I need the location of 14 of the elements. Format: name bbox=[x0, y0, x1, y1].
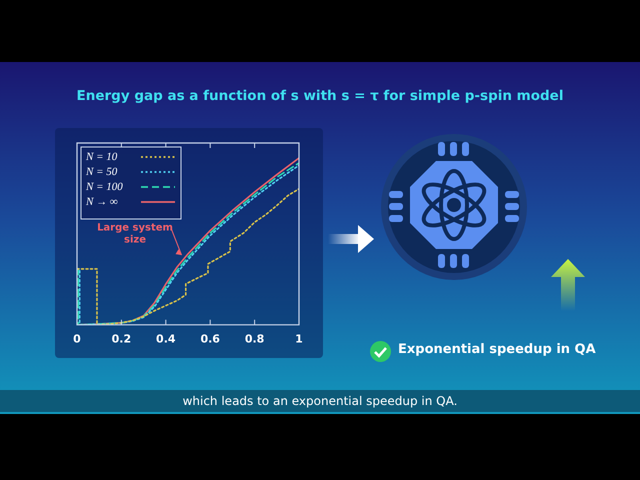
x-tick-label: 0.8 bbox=[244, 332, 264, 346]
x-tick-label: 0 bbox=[73, 332, 82, 346]
chart-title: Energy gap as a function of s with s = τ for simple p-spin model bbox=[76, 88, 564, 104]
legend-label: N = 100 bbox=[85, 180, 124, 193]
x-tick-label: 0.2 bbox=[112, 332, 132, 346]
x-tick-label: 0.6 bbox=[200, 332, 220, 346]
legend-label: N = 10 bbox=[85, 150, 118, 163]
x-tick-label: 1 bbox=[295, 332, 303, 346]
legend-label: N = 50 bbox=[85, 166, 118, 178]
x-tick-label: 0.4 bbox=[156, 332, 176, 346]
text: Exponential speedup in QA bbox=[398, 342, 596, 357]
text: which leads to an exponential speedup in QA. bbox=[0, 390, 640, 412]
annotation: Large system size bbox=[97, 222, 173, 246]
legend-label: N → ∞ bbox=[85, 196, 118, 208]
